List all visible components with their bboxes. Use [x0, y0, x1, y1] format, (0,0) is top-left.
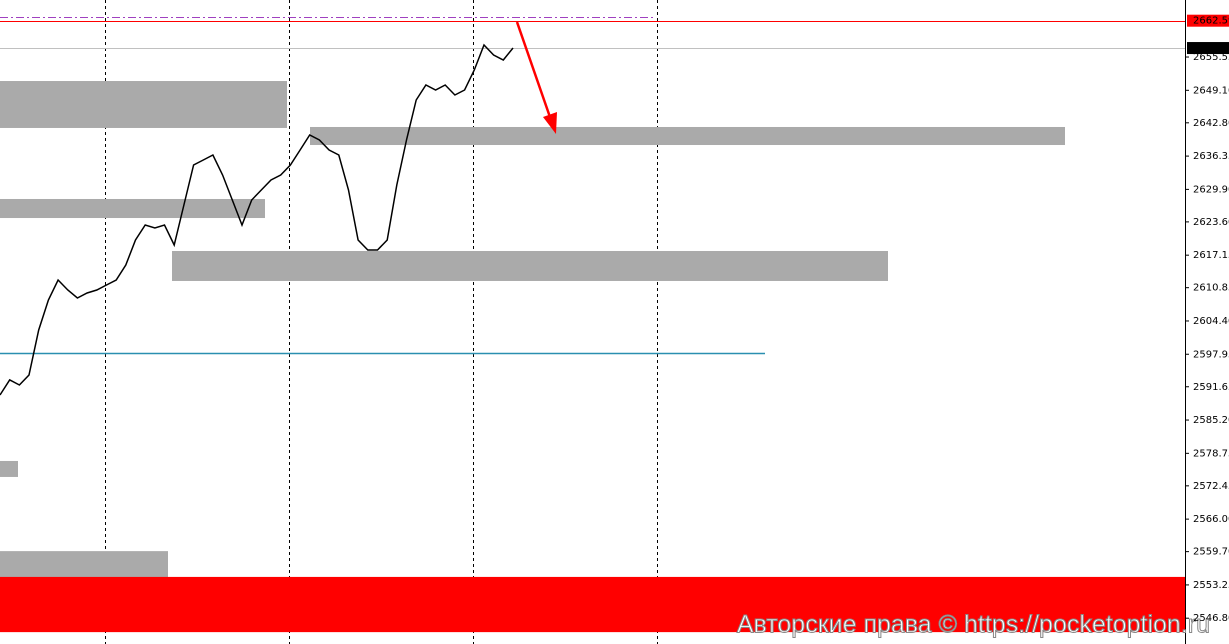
price-line [0, 43, 514, 396]
zone [0, 198, 265, 219]
zone [0, 576, 1185, 633]
y-tick-label: 2636.35 [1193, 151, 1229, 162]
y-tick-label: 2591.65 [1193, 382, 1229, 393]
price-label-bg [1187, 42, 1229, 55]
y-tick-label: 2629.90 [1193, 184, 1229, 195]
y-tick-label: 2604.40 [1193, 316, 1229, 327]
price-label: 2662.59 [1193, 16, 1229, 27]
zone [172, 250, 888, 281]
zone [0, 551, 168, 578]
y-tick-label: 2597.95 [1193, 349, 1229, 360]
y-tick-label: 2546.80 [1193, 613, 1229, 624]
price-label-bg [1187, 14, 1229, 27]
plot [0, 17, 1185, 633]
y-tick-label: 2617.15 [1193, 250, 1229, 261]
y-tick-label: 2642.80 [1193, 118, 1229, 129]
price-label: 2657.29 [1193, 43, 1229, 54]
y-tick-label: 2655.55 [1193, 52, 1229, 63]
arrow-shaft [515, 21, 553, 121]
zone [0, 460, 18, 477]
watermark: Авторские права © https://pocketoption.r… [737, 611, 1210, 639]
arrow-head [543, 112, 557, 134]
y-tick-label: 2572.45 [1193, 481, 1229, 492]
y-tick-label: 2559.70 [1193, 547, 1229, 558]
y-tick-label: 2553.25 [1193, 580, 1229, 591]
zone [0, 81, 287, 128]
y-tick-label: 2623.60 [1193, 217, 1229, 228]
y-tick-label: 2610.85 [1193, 283, 1229, 294]
y-tick-label: 2578.75 [1193, 448, 1229, 459]
zone [310, 126, 1065, 146]
time-separators [105, 0, 658, 644]
y-tick-label: 2649.10 [1193, 85, 1229, 96]
y-tick-label: 2585.20 [1193, 415, 1229, 426]
arrow [515, 21, 557, 134]
y-tick-label: 2566.00 [1193, 514, 1229, 525]
